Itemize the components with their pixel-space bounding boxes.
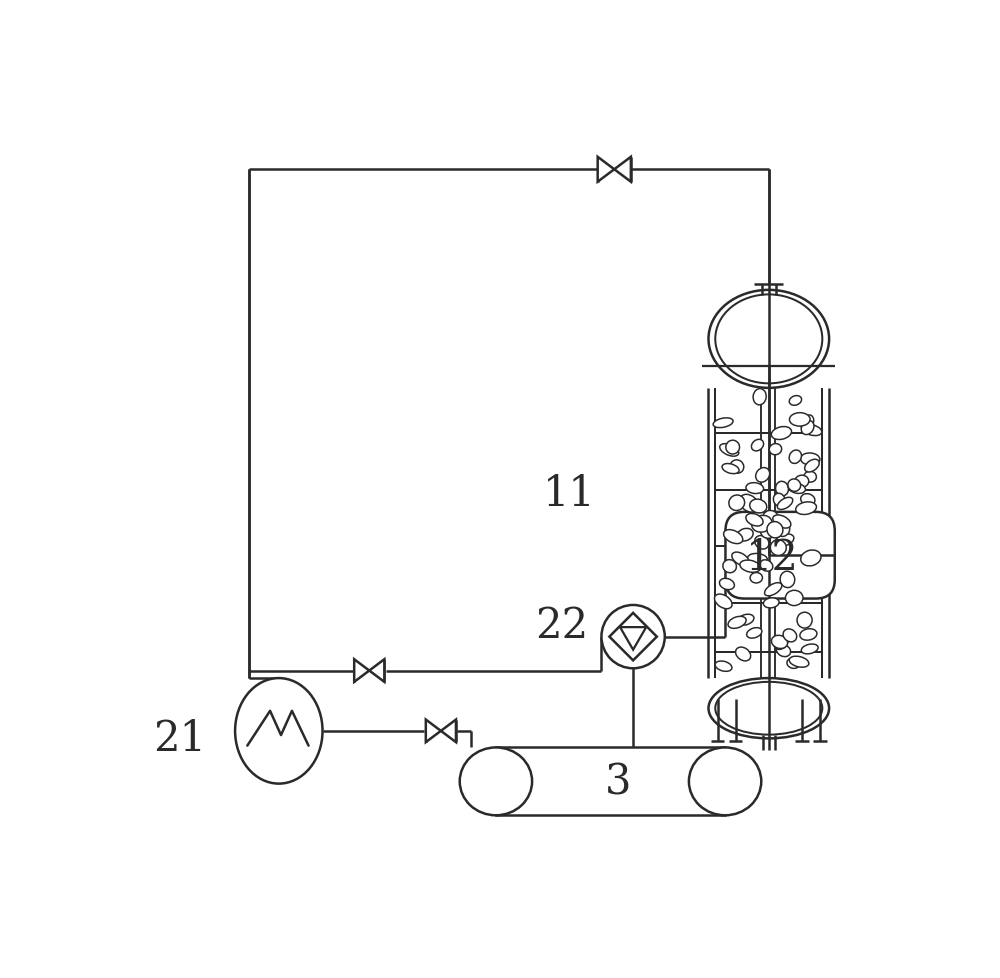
Ellipse shape xyxy=(723,560,736,573)
Ellipse shape xyxy=(796,503,816,515)
Ellipse shape xyxy=(713,419,733,428)
Polygon shape xyxy=(620,628,646,650)
Ellipse shape xyxy=(740,495,758,512)
Text: 12: 12 xyxy=(746,537,799,579)
Ellipse shape xyxy=(801,551,821,566)
Ellipse shape xyxy=(740,560,761,573)
Ellipse shape xyxy=(775,534,794,547)
Ellipse shape xyxy=(760,560,773,571)
Ellipse shape xyxy=(801,416,814,430)
Ellipse shape xyxy=(715,683,822,734)
Ellipse shape xyxy=(765,583,782,597)
Ellipse shape xyxy=(737,529,753,542)
Ellipse shape xyxy=(746,514,763,526)
Ellipse shape xyxy=(737,614,754,626)
Ellipse shape xyxy=(708,679,829,738)
Ellipse shape xyxy=(780,571,795,588)
Ellipse shape xyxy=(726,441,740,455)
Ellipse shape xyxy=(747,628,762,639)
Ellipse shape xyxy=(708,290,829,388)
Ellipse shape xyxy=(750,500,767,513)
Ellipse shape xyxy=(773,494,785,507)
Text: 3: 3 xyxy=(605,761,631,803)
Ellipse shape xyxy=(774,637,788,649)
Ellipse shape xyxy=(777,498,793,510)
Ellipse shape xyxy=(783,629,797,643)
Ellipse shape xyxy=(730,461,744,473)
Ellipse shape xyxy=(776,645,791,657)
Ellipse shape xyxy=(753,389,766,406)
Ellipse shape xyxy=(789,396,802,406)
Ellipse shape xyxy=(752,515,772,533)
Polygon shape xyxy=(609,613,657,661)
Ellipse shape xyxy=(802,425,822,436)
Circle shape xyxy=(601,605,665,669)
Ellipse shape xyxy=(801,454,820,466)
Ellipse shape xyxy=(689,747,761,816)
Ellipse shape xyxy=(728,617,746,629)
Ellipse shape xyxy=(720,444,739,457)
FancyBboxPatch shape xyxy=(725,512,835,599)
Ellipse shape xyxy=(801,645,818,654)
Polygon shape xyxy=(369,659,384,683)
Ellipse shape xyxy=(760,523,776,539)
Text: 11: 11 xyxy=(543,473,595,514)
Ellipse shape xyxy=(805,460,819,472)
Ellipse shape xyxy=(756,468,770,483)
Ellipse shape xyxy=(775,522,790,537)
Ellipse shape xyxy=(795,475,809,488)
Ellipse shape xyxy=(715,295,822,384)
Ellipse shape xyxy=(801,494,815,506)
Ellipse shape xyxy=(722,464,739,474)
Ellipse shape xyxy=(729,496,745,511)
Ellipse shape xyxy=(801,422,814,435)
Ellipse shape xyxy=(770,540,786,556)
Ellipse shape xyxy=(789,451,801,464)
Ellipse shape xyxy=(789,656,809,668)
Ellipse shape xyxy=(750,573,762,584)
Ellipse shape xyxy=(788,483,805,494)
Ellipse shape xyxy=(804,471,816,482)
Ellipse shape xyxy=(719,579,734,590)
Ellipse shape xyxy=(800,629,817,641)
Polygon shape xyxy=(614,157,631,183)
Ellipse shape xyxy=(788,479,801,492)
Ellipse shape xyxy=(460,747,532,816)
Ellipse shape xyxy=(755,536,769,550)
Ellipse shape xyxy=(746,483,764,494)
Ellipse shape xyxy=(748,554,767,564)
Text: 22: 22 xyxy=(535,604,588,646)
Ellipse shape xyxy=(773,515,791,528)
Text: 21: 21 xyxy=(153,718,206,760)
Ellipse shape xyxy=(235,679,323,783)
Ellipse shape xyxy=(785,591,803,606)
Ellipse shape xyxy=(751,440,764,452)
Ellipse shape xyxy=(769,444,782,456)
Ellipse shape xyxy=(787,658,799,669)
Ellipse shape xyxy=(771,427,792,440)
Ellipse shape xyxy=(763,599,779,608)
Ellipse shape xyxy=(732,553,749,566)
Ellipse shape xyxy=(736,647,751,661)
Polygon shape xyxy=(426,720,441,742)
Ellipse shape xyxy=(771,636,788,648)
Ellipse shape xyxy=(789,414,810,426)
Ellipse shape xyxy=(724,530,743,544)
Ellipse shape xyxy=(797,612,812,629)
Ellipse shape xyxy=(715,661,732,672)
Polygon shape xyxy=(354,659,369,683)
Polygon shape xyxy=(441,720,456,742)
Ellipse shape xyxy=(767,522,783,538)
Ellipse shape xyxy=(776,482,788,497)
Ellipse shape xyxy=(714,595,732,609)
Polygon shape xyxy=(598,157,614,183)
Ellipse shape xyxy=(763,511,779,526)
Bar xyxy=(496,747,725,816)
